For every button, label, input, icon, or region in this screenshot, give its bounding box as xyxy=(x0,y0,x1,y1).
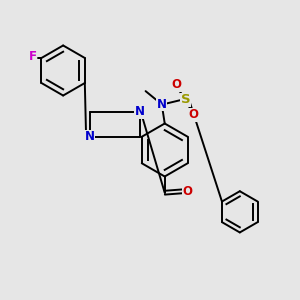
Text: O: O xyxy=(171,78,181,91)
Text: N: N xyxy=(157,98,167,111)
Text: O: O xyxy=(183,185,193,198)
Text: N: N xyxy=(85,130,94,143)
Text: F: F xyxy=(29,50,37,63)
Text: S: S xyxy=(181,93,190,106)
Text: O: O xyxy=(189,108,199,121)
Text: N: N xyxy=(135,105,145,118)
